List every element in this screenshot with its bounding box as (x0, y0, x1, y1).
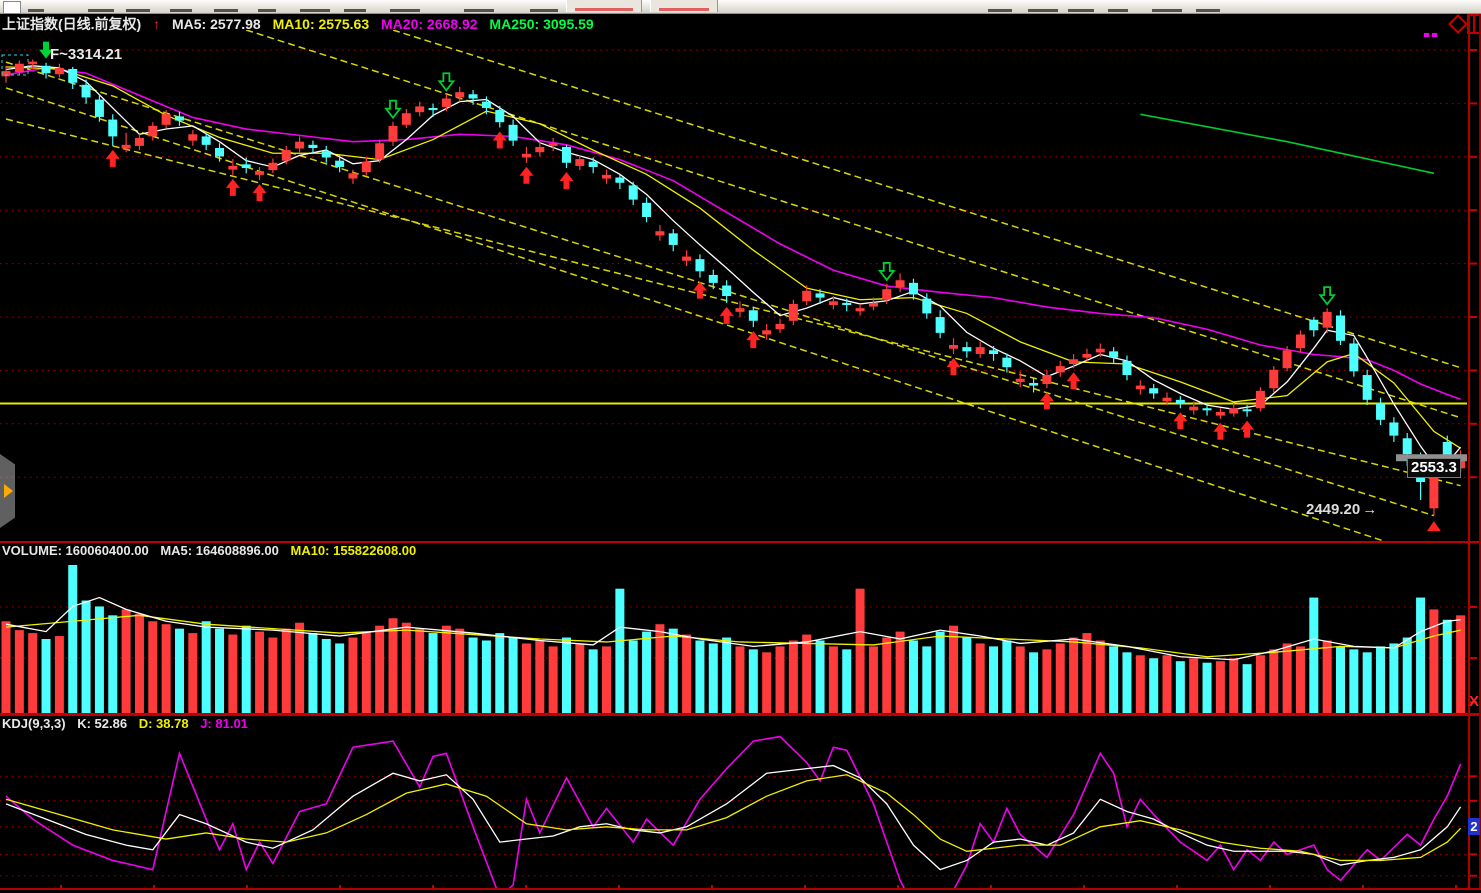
last-price-marker: 2553.3 (1407, 458, 1461, 478)
kdj-axis-label: 2 (1468, 818, 1480, 835)
up-arrow-icon: ↑ (153, 16, 161, 32)
time-tick (525, 885, 527, 889)
clipped-menu-item[interactable] (1028, 9, 1058, 12)
panel-right-border (1479, 14, 1481, 888)
time-tick (60, 885, 62, 889)
pane-separator (0, 541, 1481, 543)
time-tick (1176, 885, 1178, 889)
low-price-label: 2449.20 (1306, 501, 1361, 518)
clipped-menu-item[interactable] (300, 9, 330, 12)
time-tick (618, 885, 620, 889)
clipped-menu-item[interactable] (1068, 9, 1094, 12)
time-tick (153, 885, 155, 889)
volume-pane[interactable] (0, 562, 1481, 713)
clipped-menu-item[interactable] (170, 9, 192, 12)
volume-header: VOLUME: 160060400.00 MA5: 164608896.00 M… (2, 543, 424, 558)
menu-toolbar-button[interactable] (650, 0, 718, 12)
kdj-d-value: D: 38.78 (138, 716, 189, 731)
volume-value: VOLUME: 160060400.00 (2, 543, 149, 558)
volume-ma10-value: MA10: 155822608.00 (290, 543, 417, 558)
expand-arrow-icon (4, 484, 13, 498)
time-tick (246, 885, 248, 889)
candlestick-pane[interactable] (0, 30, 1481, 541)
volume-ma5-value: MA5: 164608896.00 (160, 543, 279, 558)
clipped-menu-item[interactable] (88, 9, 114, 12)
time-tick (804, 885, 806, 889)
clipped-menu-item[interactable] (530, 9, 558, 12)
clipped-menu-item[interactable] (126, 9, 150, 12)
kdj-label: KDJ(9,3,3) (2, 716, 66, 731)
magenta-dot-icon (1432, 33, 1437, 37)
kdj-j-value: J: 81.01 (200, 716, 248, 731)
kdj-header: KDJ(9,3,3) K: 52.86 D: 38.78 J: 81.01 (2, 716, 256, 731)
clipped-menu-item[interactable] (28, 9, 44, 12)
left-panel-expand-handle[interactable] (0, 454, 15, 528)
price-axis (1468, 14, 1470, 888)
clipped-menu-item[interactable] (214, 9, 238, 12)
time-tick (339, 885, 341, 889)
time-axis-ticks (0, 885, 1481, 893)
time-axis-line (0, 888, 1481, 890)
volume-pane-close-button[interactable]: X (1469, 693, 1480, 710)
app-icon (3, 1, 21, 14)
right-arrow-icon: → (1362, 501, 1378, 518)
time-tick (432, 885, 434, 889)
clipped-menu-item[interactable] (1152, 9, 1182, 12)
time-tick (1083, 885, 1085, 889)
clipped-menu-item[interactable] (1108, 9, 1128, 12)
time-tick (990, 885, 992, 889)
chart-title: 上证指数(日线.前复权) (2, 16, 142, 32)
time-tick (897, 885, 899, 889)
clipped-menu-item[interactable] (464, 9, 494, 12)
ma20-value: MA20: 2668.92 (381, 16, 478, 32)
time-tick (711, 885, 713, 889)
clipped-menu-item[interactable] (1196, 9, 1220, 12)
ma5-value: MA5: 2577.98 (172, 16, 261, 32)
main-chart-header: 上证指数(日线.前复权) ↑ MA5: 2577.98 MA10: 2575.6… (2, 14, 602, 34)
kdj-k-value: K: 52.86 (77, 716, 128, 731)
clipped-menu-item[interactable] (988, 9, 1012, 12)
time-tick (1362, 885, 1364, 889)
pane-separator (0, 713, 1481, 716)
clipped-menu-item[interactable] (344, 9, 366, 12)
ma10-value: MA10: 2575.63 (272, 16, 370, 32)
low-price-annotation: 2449.20 → (1306, 501, 1377, 518)
ma250-value: MA250: 3095.59 (489, 16, 594, 32)
menu-toolbar-button[interactable] (566, 0, 642, 12)
time-tick (1269, 885, 1271, 889)
clipped-menu-item[interactable] (258, 9, 276, 12)
clipped-menu-item[interactable] (390, 9, 420, 12)
high-price-annotation: F~3314.21 (50, 46, 123, 63)
kdj-pane[interactable] (0, 735, 1481, 888)
magenta-dot-icon (1424, 33, 1429, 37)
menu-bar[interactable] (0, 0, 1481, 14)
time-tick (1455, 885, 1457, 889)
